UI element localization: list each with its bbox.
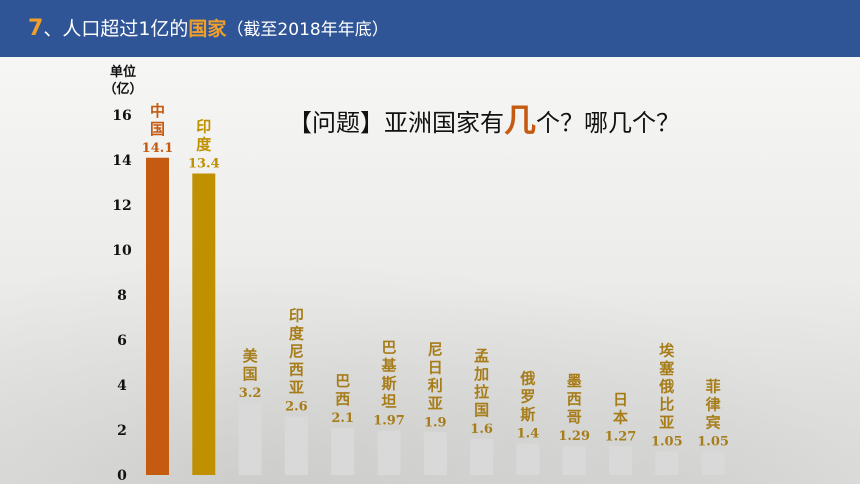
bar-category-label: 亚 — [428, 394, 443, 412]
bar-labels-group: 14.1中国13.4印度3.2美国2.6印度尼西亚2.1巴西1.97巴基斯坦1.… — [142, 102, 729, 450]
bar-value-label: 1.05 — [697, 434, 729, 449]
bar-category-label: 律 — [705, 395, 721, 413]
bar-category-label: 印 — [196, 118, 211, 136]
bar-value-label: 2.1 — [331, 411, 354, 426]
bar-category-label: 菲 — [706, 377, 721, 395]
title-highlight: 国家 — [188, 18, 227, 40]
question-prefix: 【问题】亚洲国家有 — [288, 109, 504, 137]
bar-category-label: 尼 — [428, 340, 443, 358]
bar-category-label: 宾 — [706, 413, 721, 431]
bar-category-label: 巴 — [335, 372, 350, 390]
bar-category-label: 中 — [150, 102, 165, 120]
y-tick-label: 6 — [117, 333, 127, 349]
bar-category-label: 斯 — [520, 406, 535, 424]
y-tick-label: 16 — [112, 108, 131, 124]
background-landscape — [0, 57, 860, 484]
bar-category-label: 日 — [613, 390, 628, 408]
bar-category-label: 亚 — [659, 413, 674, 431]
bar-category-label: 印 — [289, 307, 304, 325]
bar-9 — [516, 443, 540, 475]
bar-category-label: 西 — [567, 390, 582, 408]
bar-10 — [562, 445, 586, 475]
bar-7 — [423, 432, 447, 475]
bar-category-label: 国 — [150, 120, 165, 138]
bar-value-label: 1.6 — [470, 422, 493, 437]
bar-value-label: 1.27 — [605, 429, 637, 444]
header-bar: 7、人口超过1亿的国家（截至2018年年底） — [0, 0, 860, 57]
bar-category-label: 哥 — [567, 408, 582, 426]
bar-category-label: 塞 — [659, 359, 675, 377]
y-axis-unit-label: （亿） — [103, 81, 142, 97]
bar-6 — [377, 430, 401, 475]
bar-category-label: 亚 — [289, 379, 304, 397]
title-subtitle: （截至2018年年底） — [226, 20, 389, 40]
y-tick-label: 0 — [117, 468, 127, 484]
bar-category-label: 罗 — [520, 388, 535, 406]
bar-category-label: 斯 — [381, 375, 396, 393]
y-axis-unit-label: 单位 — [110, 64, 136, 80]
question-highlight: 几 — [504, 101, 537, 139]
y-tick-label: 8 — [117, 288, 127, 304]
bar-13 — [701, 451, 725, 475]
bar-11 — [609, 446, 632, 475]
y-tick-label: 2 — [117, 423, 127, 439]
y-tick-label: 4 — [117, 378, 127, 394]
bar-4 — [284, 416, 308, 475]
bar-category-label: 美 — [243, 347, 259, 365]
bar-category-label: 孟 — [474, 347, 489, 365]
bar-8 — [470, 439, 494, 475]
bar-category-label: 利 — [428, 376, 443, 394]
bar-category-label: 拉 — [474, 383, 489, 401]
bar-value-label: 14.1 — [142, 141, 174, 156]
bar-category-label: 西 — [289, 361, 304, 379]
bar-5 — [331, 427, 355, 475]
bar-category-label: 国 — [243, 365, 258, 383]
bar-category-label: 墨 — [567, 372, 582, 390]
bars-group — [146, 157, 725, 475]
bar-2 — [192, 173, 216, 475]
bar-value-label: 13.4 — [188, 157, 220, 172]
bar-value-label: 1.4 — [517, 427, 540, 442]
question-suffix: 个？哪几个？ — [536, 109, 681, 137]
title-separator: 、 — [43, 18, 63, 40]
y-tick-label: 14 — [112, 153, 132, 169]
bar-value-label: 1.97 — [373, 414, 405, 429]
bar-category-label: 度 — [289, 325, 305, 343]
bar-category-label: 巴 — [381, 339, 396, 357]
bar-category-label: 基 — [380, 357, 397, 375]
slide-number: 7 — [28, 16, 44, 41]
bar-value-label: 3.2 — [239, 386, 262, 401]
bar-category-label: 比 — [659, 395, 674, 413]
title-prefix: 人口超过1亿的 — [62, 18, 189, 40]
bar-value-label: 1.9 — [424, 415, 447, 430]
bar-value-label: 1.29 — [558, 429, 590, 444]
bar-category-label: 度 — [196, 136, 212, 154]
bar-category-label: 西 — [335, 390, 350, 408]
bar-value-label: 2.6 — [285, 400, 308, 415]
bar-3 — [238, 403, 262, 475]
slide-title: 7、人口超过1亿的国家（截至2018年年底） — [28, 14, 389, 44]
y-tick-label: 12 — [112, 198, 131, 214]
bar-12 — [655, 451, 679, 475]
bar-category-label: 本 — [613, 408, 628, 426]
bar-category-label: 国 — [474, 401, 489, 419]
bar-category-label: 日 — [428, 358, 443, 376]
bar-1 — [146, 157, 169, 475]
bar-category-label: 俄 — [519, 370, 535, 388]
y-tick-label: 10 — [112, 243, 132, 259]
bar-category-label: 加 — [473, 365, 489, 383]
bar-category-label: 俄 — [658, 377, 674, 395]
bar-value-label: 1.05 — [651, 434, 683, 449]
bar-category-label: 坦 — [381, 393, 396, 411]
y-axis: 单位（亿） 0 2 4 6 8 10 12 14 16 — [103, 64, 142, 484]
bar-category-label: 埃 — [659, 341, 675, 359]
question-text: 【问题】亚洲国家有几个？哪几个？ — [288, 100, 680, 140]
bar-category-label: 尼 — [289, 343, 304, 361]
